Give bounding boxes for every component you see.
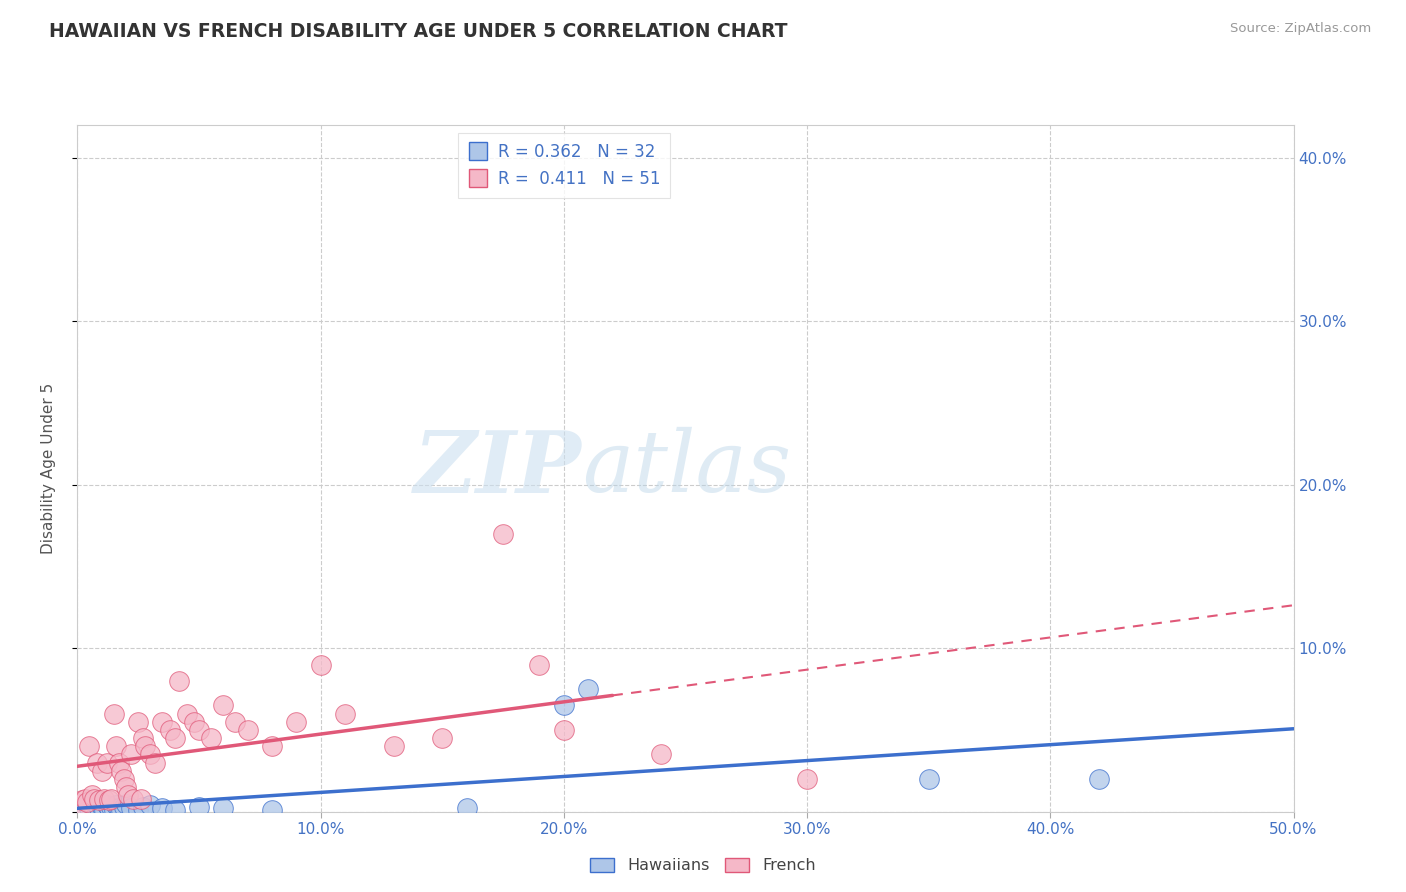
Point	[260, 803, 283, 817]
Point	[80, 789, 103, 803]
Point	[120, 747, 142, 762]
Point	[236, 723, 259, 737]
Point	[110, 764, 132, 778]
Point	[110, 803, 132, 817]
Point	[285, 714, 308, 729]
Point	[309, 657, 332, 672]
Point	[553, 723, 575, 737]
Point	[127, 803, 149, 817]
Point	[117, 789, 139, 803]
Text: atlas: atlas	[582, 427, 792, 509]
Point	[90, 764, 112, 778]
Point	[89, 801, 111, 815]
Point	[90, 799, 112, 814]
Point	[132, 731, 155, 746]
Text: Source: ZipAtlas.com: Source: ZipAtlas.com	[1230, 22, 1371, 36]
Y-axis label: Disability Age Under 5: Disability Age Under 5	[42, 383, 56, 554]
Point	[105, 739, 128, 754]
Point	[529, 657, 551, 672]
Point	[96, 798, 118, 813]
Point	[127, 714, 149, 729]
Point	[212, 698, 235, 713]
Point	[115, 780, 138, 794]
Point	[79, 739, 101, 754]
Point	[650, 747, 672, 762]
Point	[129, 791, 152, 805]
Point	[97, 801, 120, 815]
Text: ZIP: ZIP	[415, 426, 582, 510]
Point	[918, 772, 941, 786]
Point	[115, 797, 138, 811]
Point	[134, 739, 156, 754]
Point	[97, 793, 120, 807]
Point	[139, 747, 162, 762]
Point	[107, 801, 129, 815]
Point	[553, 698, 575, 713]
Point	[120, 801, 142, 815]
Point	[107, 756, 129, 770]
Point	[83, 791, 105, 805]
Point	[112, 799, 135, 814]
Legend: Hawaiians, French: Hawaiians, French	[583, 851, 823, 880]
Point	[796, 772, 818, 786]
Point	[89, 793, 111, 807]
Point	[176, 706, 198, 721]
Point	[260, 739, 283, 754]
Point	[93, 791, 115, 805]
Point	[100, 799, 122, 814]
Legend: R = 0.362   N = 32, R =  0.411   N = 51: R = 0.362 N = 32, R = 0.411 N = 51	[457, 133, 671, 197]
Point	[159, 723, 181, 737]
Point	[73, 791, 96, 805]
Point	[576, 681, 599, 696]
Point	[224, 714, 246, 729]
Point	[76, 795, 98, 809]
Point	[83, 803, 105, 817]
Point	[163, 731, 186, 746]
Point	[103, 706, 125, 721]
Point	[188, 723, 211, 737]
Point	[333, 706, 356, 721]
Point	[103, 803, 125, 817]
Point	[132, 799, 155, 814]
Point	[122, 791, 145, 805]
Point	[139, 798, 162, 813]
Point	[86, 756, 108, 770]
Text: HAWAIIAN VS FRENCH DISABILITY AGE UNDER 5 CORRELATION CHART: HAWAIIAN VS FRENCH DISABILITY AGE UNDER …	[49, 22, 787, 41]
Point	[96, 756, 118, 770]
Point	[79, 801, 101, 815]
Point	[456, 801, 478, 815]
Point	[86, 795, 108, 809]
Point	[80, 798, 103, 813]
Point	[143, 756, 166, 770]
Point	[163, 803, 186, 817]
Point	[76, 797, 98, 811]
Point	[169, 673, 191, 688]
Point	[1088, 772, 1111, 786]
Point	[70, 799, 93, 814]
Point	[100, 791, 122, 805]
Point	[200, 731, 222, 746]
Point	[70, 793, 93, 807]
Point	[432, 731, 454, 746]
Point	[152, 714, 174, 729]
Point	[112, 772, 135, 786]
Point	[152, 801, 174, 815]
Point	[93, 803, 115, 817]
Point	[382, 739, 405, 754]
Point	[188, 799, 211, 814]
Point	[69, 797, 91, 811]
Point	[212, 801, 235, 815]
Point	[183, 714, 205, 729]
Point	[105, 798, 128, 813]
Point	[492, 526, 515, 541]
